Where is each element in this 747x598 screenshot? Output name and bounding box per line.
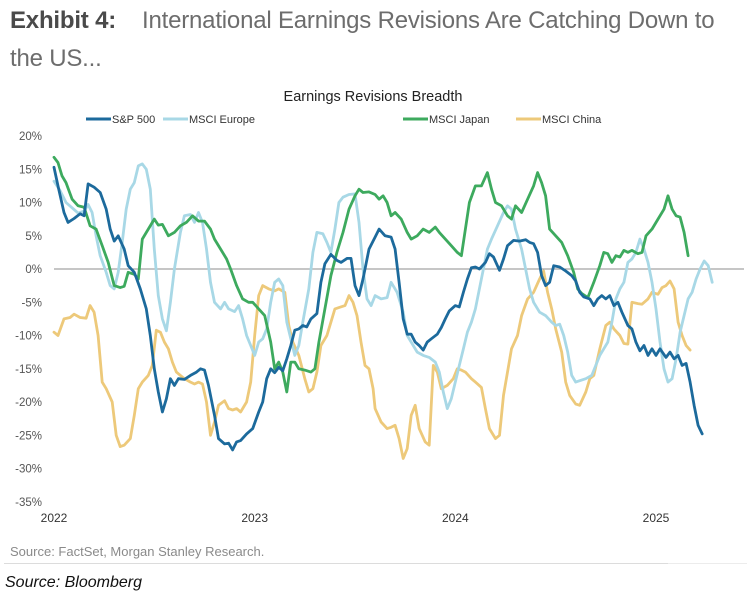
x-tick-label: 2023 <box>241 511 268 525</box>
x-tick-label: 2022 <box>41 511 68 525</box>
legend-label: MSCI China <box>542 114 602 126</box>
series-line-msci-china <box>52 269 692 460</box>
y-tick-label: 20% <box>19 131 42 143</box>
x-tick-label: 2025 <box>643 511 670 525</box>
exhibit-heading: Exhibit 4: International Earnings Revisio… <box>10 2 745 78</box>
page-source: Source: Bloomberg <box>5 574 142 591</box>
legend-item: MSCI China <box>516 114 602 126</box>
series-group <box>52 155 714 460</box>
x-tick-label: 2024 <box>442 511 469 525</box>
series-line-s-p-500 <box>52 165 704 452</box>
y-tick-label: 0% <box>25 264 42 276</box>
chart-title: Earnings Revisions Breadth <box>284 89 463 105</box>
y-axis: 20% 15% 10% 5% 0% -5% -10% -15% -20% -25% -30% -35% <box>15 131 42 509</box>
y-tick-label: 15% <box>19 164 42 176</box>
legend-label: MSCI Japan <box>429 114 490 126</box>
line-chart: Earnings Revisions Breadth S&P 500 MSCI E… <box>15 89 744 525</box>
y-tick-label: -10% <box>15 331 42 343</box>
exhibit-title: International Earnings Revisions Are Cat… <box>10 7 715 72</box>
y-tick-label: -30% <box>15 464 42 476</box>
y-tick-label: -35% <box>15 497 42 509</box>
legend-item: MSCI Japan <box>403 114 490 126</box>
y-tick-label: -25% <box>15 430 42 442</box>
y-tick-label: 10% <box>19 198 42 210</box>
legend-item: S&P 500 <box>86 114 155 126</box>
series-line-msci-japan <box>52 155 690 394</box>
series-line-msci-europe <box>52 162 714 410</box>
y-tick-label: -20% <box>15 397 42 409</box>
exhibit-label: Exhibit 4: <box>10 7 117 34</box>
legend-item: MSCI Europe <box>163 114 255 126</box>
legend-label: MSCI Europe <box>189 114 255 126</box>
chart-source: Source: FactSet, Morgan Stanley Research… <box>10 544 265 559</box>
x-axis: 2022 2023 2024 2025 <box>41 511 670 525</box>
y-tick-label: -5% <box>22 297 42 309</box>
legend-label: S&P 500 <box>112 114 155 126</box>
divider-edge <box>668 563 747 564</box>
y-tick-label: -15% <box>15 364 42 376</box>
legend: S&P 500 MSCI Europe MSCI Japan MSCI China <box>86 114 602 126</box>
y-tick-label: 5% <box>25 231 42 243</box>
divider <box>4 563 668 564</box>
